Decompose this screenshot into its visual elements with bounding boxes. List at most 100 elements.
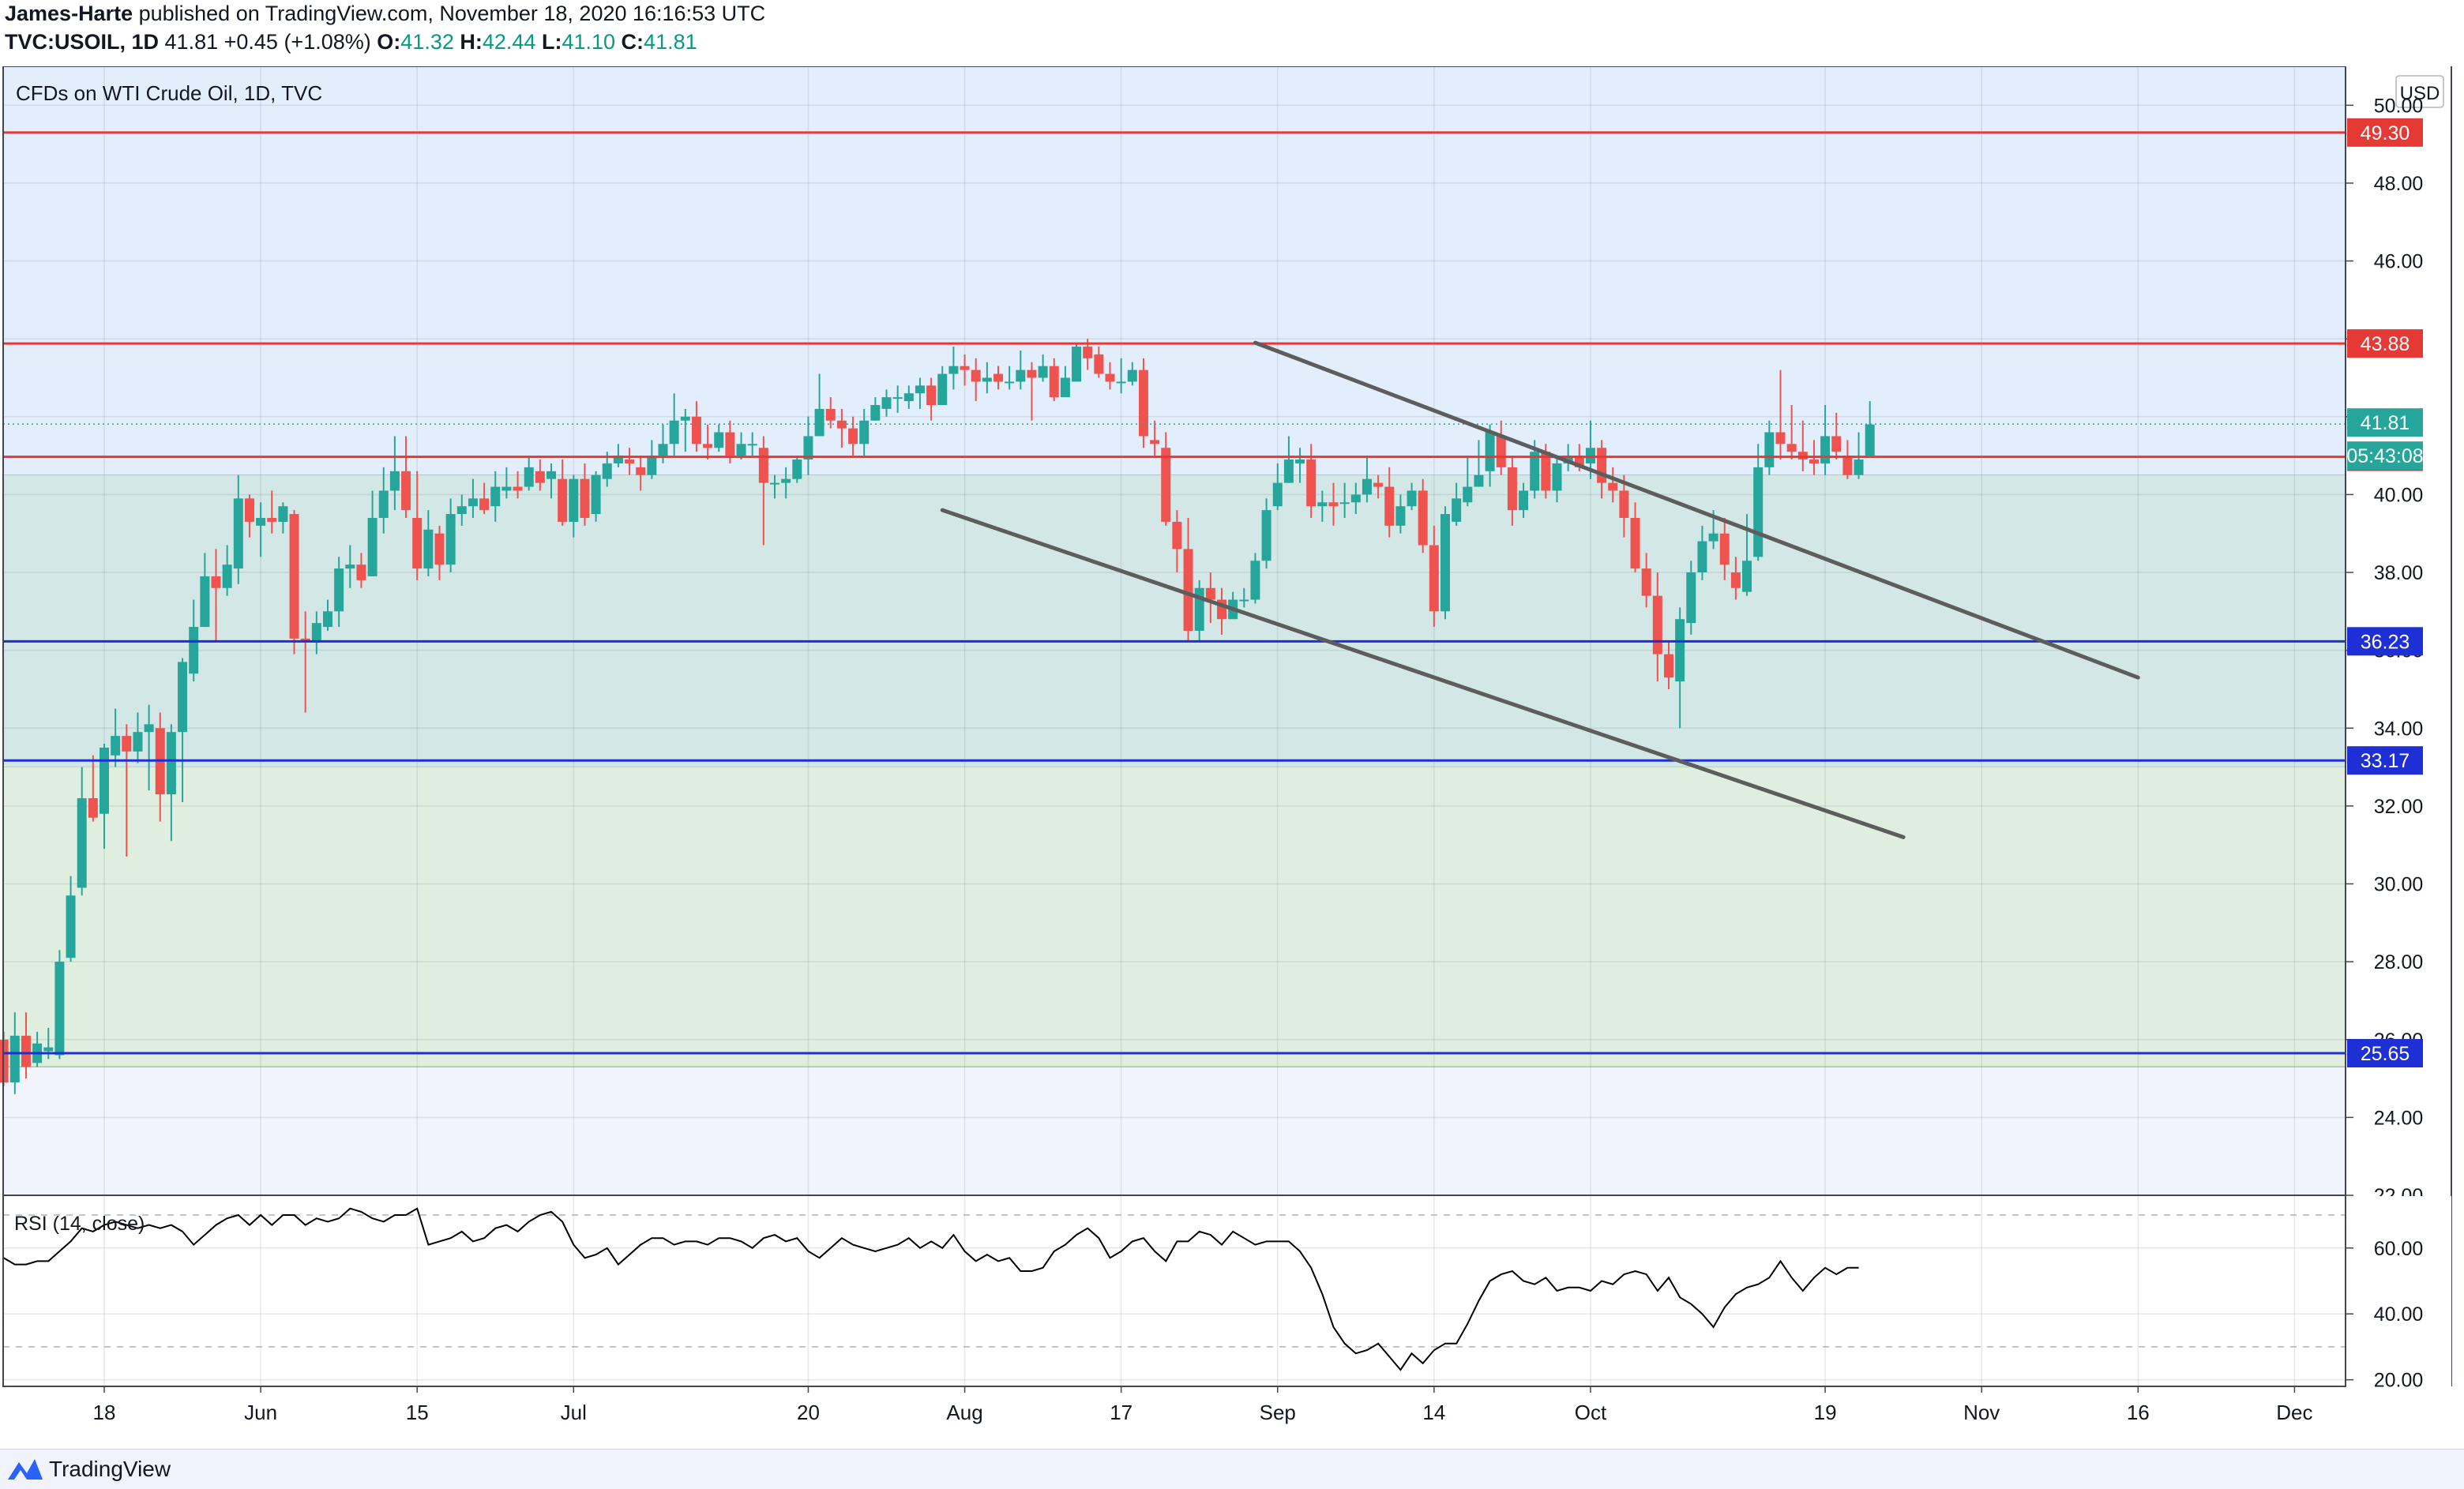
candle-down bbox=[1496, 436, 1506, 467]
candle-up bbox=[591, 474, 601, 515]
candle-up bbox=[1016, 369, 1026, 382]
y-tick-label: 50.00 bbox=[2374, 95, 2424, 117]
candle-down bbox=[267, 518, 277, 522]
candle-down bbox=[88, 798, 98, 818]
candle-down bbox=[1608, 482, 1618, 491]
candle-up bbox=[1272, 482, 1283, 507]
candle-down bbox=[0, 1039, 9, 1082]
candle-up bbox=[1250, 561, 1260, 600]
x-tick-label: Nov bbox=[1963, 1401, 2000, 1424]
rsi-tick-label: 60.00 bbox=[2374, 1238, 2424, 1260]
publish-info: James-Harte published on TradingView.com… bbox=[5, 2, 765, 26]
candle-up bbox=[66, 895, 76, 958]
x-tick-label: Dec bbox=[2276, 1401, 2312, 1424]
chart-header: James-Harte published on TradingView.com… bbox=[0, 0, 2464, 66]
tradingview-brand[interactable]: TradingView bbox=[49, 1457, 171, 1481]
symbol-label[interactable]: TVC:USOIL, 1D bbox=[5, 30, 160, 54]
low-value: 41.10 bbox=[562, 30, 616, 54]
x-tick-label: Sep bbox=[1260, 1401, 1296, 1424]
currency-label: USD bbox=[2400, 83, 2440, 104]
candle-up bbox=[658, 444, 668, 456]
rsi-axis-background bbox=[2346, 1196, 2451, 1386]
candle-down bbox=[1597, 448, 1607, 483]
y-tick-label: 28.00 bbox=[2374, 951, 2424, 973]
y-tick-label: 38.00 bbox=[2374, 562, 2424, 584]
candle-up bbox=[602, 463, 612, 479]
candle-up bbox=[680, 416, 690, 421]
price-chart[interactable]: RSI (14, close)USD22.0024.0026.0028.0030… bbox=[0, 66, 2464, 1450]
level-tag-bg bbox=[2347, 627, 2423, 656]
candle-up bbox=[736, 444, 746, 456]
candle-up bbox=[1474, 474, 1484, 487]
y-tick-label: 48.00 bbox=[2374, 173, 2424, 195]
current-price-tag: 41.81 bbox=[2361, 412, 2410, 434]
chart-title: CFDs on WTI Crude Oil, 1D, TVC bbox=[16, 81, 322, 105]
candle-up bbox=[389, 471, 400, 491]
level-tag: 36.23 bbox=[2361, 631, 2410, 653]
candle-up bbox=[792, 459, 802, 479]
tradingview-logo-icon[interactable] bbox=[6, 1456, 44, 1483]
candle-up bbox=[222, 564, 232, 588]
candle-up bbox=[445, 514, 456, 565]
candle-up bbox=[490, 486, 501, 507]
rsi-line bbox=[3, 1207, 1859, 1371]
y-tick-label: 24.00 bbox=[2374, 1107, 2424, 1129]
candle-up bbox=[1038, 366, 1048, 378]
candle-up bbox=[747, 444, 757, 446]
candle-up bbox=[456, 506, 467, 515]
candle-down bbox=[1786, 444, 1797, 452]
candle-up bbox=[468, 498, 478, 507]
author-name[interactable]: James-Harte bbox=[5, 2, 133, 25]
y-tick-label: 30.00 bbox=[2374, 874, 2424, 896]
candle-up bbox=[859, 420, 870, 444]
candle-up bbox=[1742, 561, 1752, 592]
candle-down bbox=[1373, 482, 1384, 487]
candle-up bbox=[1675, 619, 1685, 682]
candle-down bbox=[1150, 440, 1160, 444]
candle-up bbox=[1116, 381, 1126, 384]
candle-down bbox=[479, 498, 490, 511]
candle-up bbox=[781, 478, 791, 483]
level-tag: 49.30 bbox=[2361, 122, 2410, 144]
low-label: L: bbox=[541, 30, 562, 54]
price-zone-lower bbox=[3, 767, 2346, 1067]
candle-up bbox=[948, 366, 959, 374]
candle-up bbox=[77, 798, 87, 888]
candle-up bbox=[669, 420, 679, 444]
candle-down bbox=[1328, 502, 1339, 507]
candle-up bbox=[133, 732, 143, 752]
candle-down bbox=[926, 385, 937, 405]
level-tag-bg bbox=[2347, 329, 2423, 358]
candle-up bbox=[770, 482, 779, 485]
candle-down bbox=[1306, 459, 1317, 507]
candle-down bbox=[1183, 549, 1193, 631]
countdown-tag: 05:43:08 bbox=[2346, 445, 2423, 467]
published-text: published on TradingView.com, November 1… bbox=[138, 2, 766, 25]
candle-up bbox=[569, 478, 579, 522]
candle-down bbox=[1205, 587, 1215, 600]
high-value: 42.44 bbox=[482, 30, 536, 54]
candle-up bbox=[1339, 502, 1350, 504]
candle-down bbox=[1652, 595, 1662, 654]
rsi-pane-background bbox=[3, 1195, 2346, 1386]
candle-down bbox=[971, 369, 981, 382]
candle-up bbox=[43, 1047, 54, 1052]
level-tag-bg bbox=[2347, 746, 2423, 775]
candle-up bbox=[378, 490, 389, 518]
currency-badge bbox=[2395, 75, 2444, 108]
candle-up bbox=[1395, 506, 1406, 526]
candle-down bbox=[1384, 486, 1395, 526]
candle-up bbox=[1261, 510, 1271, 561]
candle-down bbox=[1027, 369, 1037, 378]
y-tick-label: 46.00 bbox=[2374, 251, 2424, 273]
current-price-tag-bg bbox=[2347, 408, 2423, 437]
candle-up bbox=[178, 662, 188, 733]
candle-down bbox=[1418, 490, 1428, 546]
candle-up bbox=[1854, 459, 1864, 475]
candle-up bbox=[1350, 494, 1361, 503]
candle-down bbox=[289, 514, 299, 639]
candle-down bbox=[580, 478, 590, 518]
candle-up bbox=[647, 456, 657, 475]
candle-down bbox=[1541, 452, 1551, 491]
candle-up bbox=[1865, 424, 1875, 456]
